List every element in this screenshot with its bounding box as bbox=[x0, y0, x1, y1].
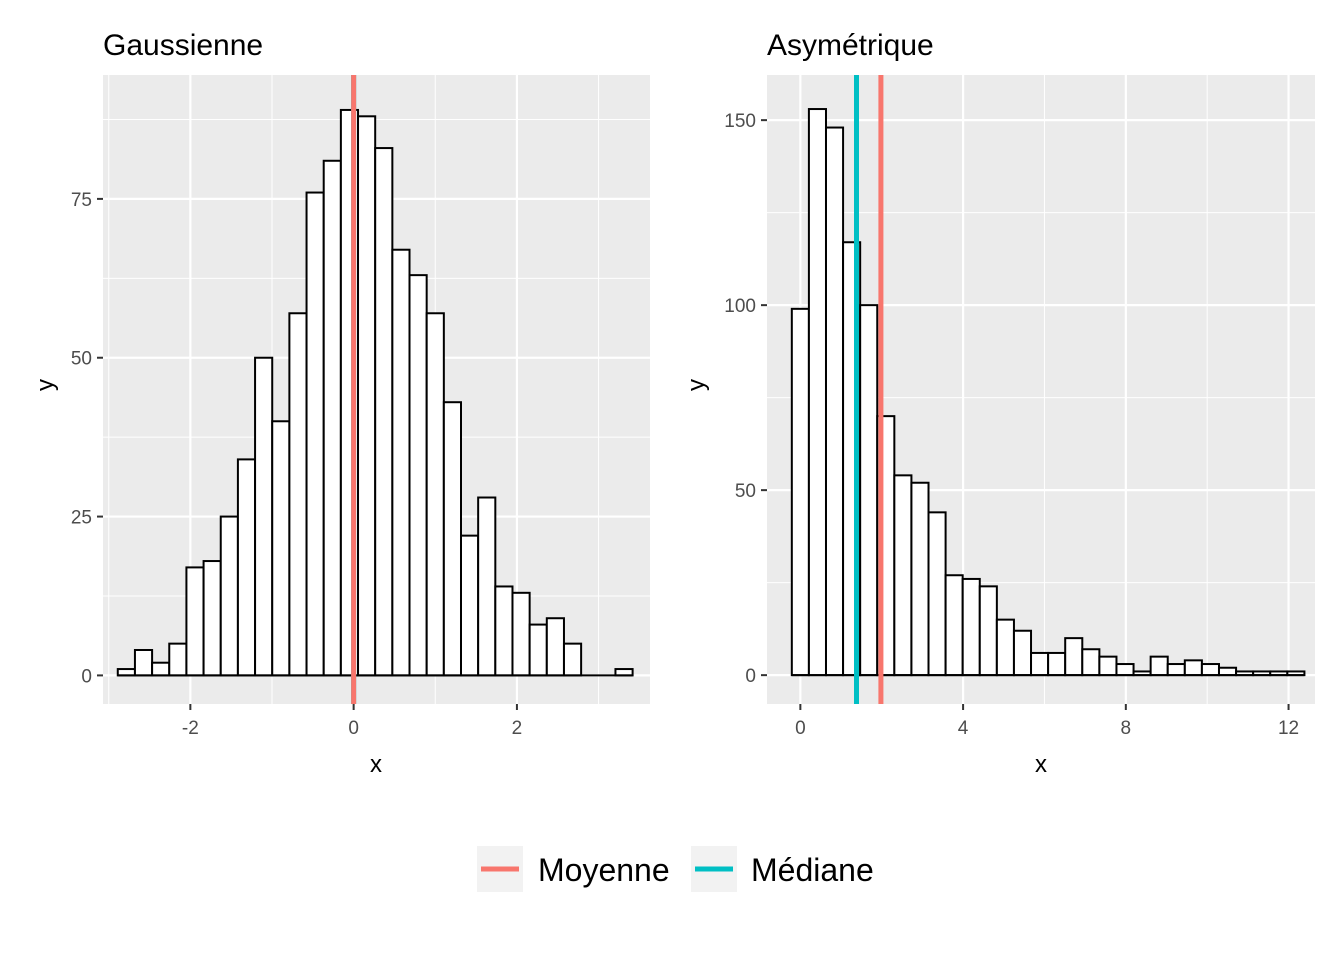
histogram-bar bbox=[1115, 663, 1135, 677]
legend-label-moyenne: Moyenne bbox=[538, 852, 670, 888]
histogram-bar bbox=[357, 115, 377, 677]
legend-label-mediane: Médiane bbox=[751, 852, 874, 888]
x-tick-label: 2 bbox=[512, 718, 523, 739]
y-tick-label: 150 bbox=[724, 111, 756, 132]
histogram-bar bbox=[1012, 629, 1033, 677]
histogram-bar bbox=[944, 574, 964, 677]
histogram-bar bbox=[477, 496, 497, 677]
histogram-bar bbox=[254, 356, 274, 677]
chart-title: Gaussienne bbox=[103, 29, 263, 62]
histogram-bar bbox=[1064, 637, 1084, 677]
histogram-bar bbox=[562, 642, 583, 677]
histogram-bar bbox=[859, 304, 879, 677]
histogram-bar bbox=[893, 474, 913, 677]
histogram-bar bbox=[288, 312, 308, 677]
y-tick-label: 75 bbox=[71, 190, 92, 211]
histogram-bar bbox=[133, 648, 154, 677]
histogram-bar bbox=[168, 642, 188, 677]
histogram-bar bbox=[1217, 666, 1238, 677]
y-tick-label: 0 bbox=[81, 666, 92, 687]
x-tick-label: -2 bbox=[182, 718, 199, 739]
histogram-bars bbox=[790, 108, 1306, 677]
histogram-bar bbox=[1081, 648, 1101, 677]
chart-panel-gaussienne: Gaussienne x y -2 0 2 0 25 50 75 bbox=[32, 29, 650, 778]
y-tick-label: 100 bbox=[724, 296, 756, 317]
x-tick-label: 4 bbox=[958, 718, 969, 739]
x-axis-title: x bbox=[1035, 751, 1047, 778]
histogram-bar bbox=[807, 108, 827, 677]
histogram-bar bbox=[374, 147, 394, 677]
histogram-bar bbox=[151, 661, 171, 677]
histogram-bar bbox=[236, 458, 257, 677]
histogram-bar bbox=[910, 481, 930, 677]
histogram-bar bbox=[408, 274, 428, 677]
histogram-bar bbox=[1149, 655, 1169, 677]
histogram-bar bbox=[391, 248, 411, 677]
histogram-bars bbox=[116, 108, 634, 677]
histogram-bar bbox=[322, 159, 342, 677]
y-tick-label: 50 bbox=[71, 349, 92, 370]
histogram-bar bbox=[219, 515, 239, 677]
x-tick-label: 12 bbox=[1278, 718, 1299, 739]
y-tick-label: 25 bbox=[71, 508, 92, 529]
histogram-bar bbox=[1098, 655, 1118, 677]
y-tick-label: 0 bbox=[745, 666, 756, 687]
y-axis-title: y bbox=[32, 379, 59, 391]
histogram-bar bbox=[995, 618, 1015, 677]
histogram-bar bbox=[1030, 651, 1050, 677]
chart-panel-asymetrique: Asymétrique x y 0 4 8 12 0 50 100 150 bbox=[683, 29, 1315, 778]
histogram-bar bbox=[271, 420, 291, 677]
histogram-bar bbox=[528, 623, 548, 677]
histogram-bar bbox=[185, 566, 205, 677]
histogram-bar bbox=[202, 560, 222, 677]
chart-title: Asymétrique bbox=[767, 29, 934, 62]
histogram-bar bbox=[545, 617, 565, 677]
histogram-bar bbox=[824, 126, 845, 677]
histogram-bar bbox=[927, 511, 947, 677]
histogram-bar bbox=[1047, 651, 1067, 677]
histogram-bar bbox=[494, 585, 514, 677]
histogram-bar bbox=[978, 585, 998, 677]
histogram-bar bbox=[1166, 663, 1186, 677]
legend: Moyenne Médiane bbox=[477, 846, 874, 892]
histogram-bar bbox=[305, 191, 325, 677]
histogram-bar bbox=[961, 577, 981, 677]
histogram-bar bbox=[459, 534, 480, 677]
histogram-bar bbox=[442, 401, 462, 677]
y-tick-label: 50 bbox=[735, 481, 756, 502]
histogram-bar bbox=[425, 312, 445, 677]
x-axis-title: x bbox=[370, 751, 382, 778]
histogram-bar bbox=[511, 591, 531, 677]
x-tick-label: 0 bbox=[795, 718, 806, 739]
histogram-bar bbox=[1183, 659, 1203, 677]
histogram-bar bbox=[790, 307, 810, 677]
x-tick-label: 0 bbox=[348, 718, 359, 739]
y-axis-title: y bbox=[683, 379, 710, 391]
histogram-bar bbox=[1200, 663, 1220, 677]
x-tick-label: 8 bbox=[1121, 718, 1132, 739]
